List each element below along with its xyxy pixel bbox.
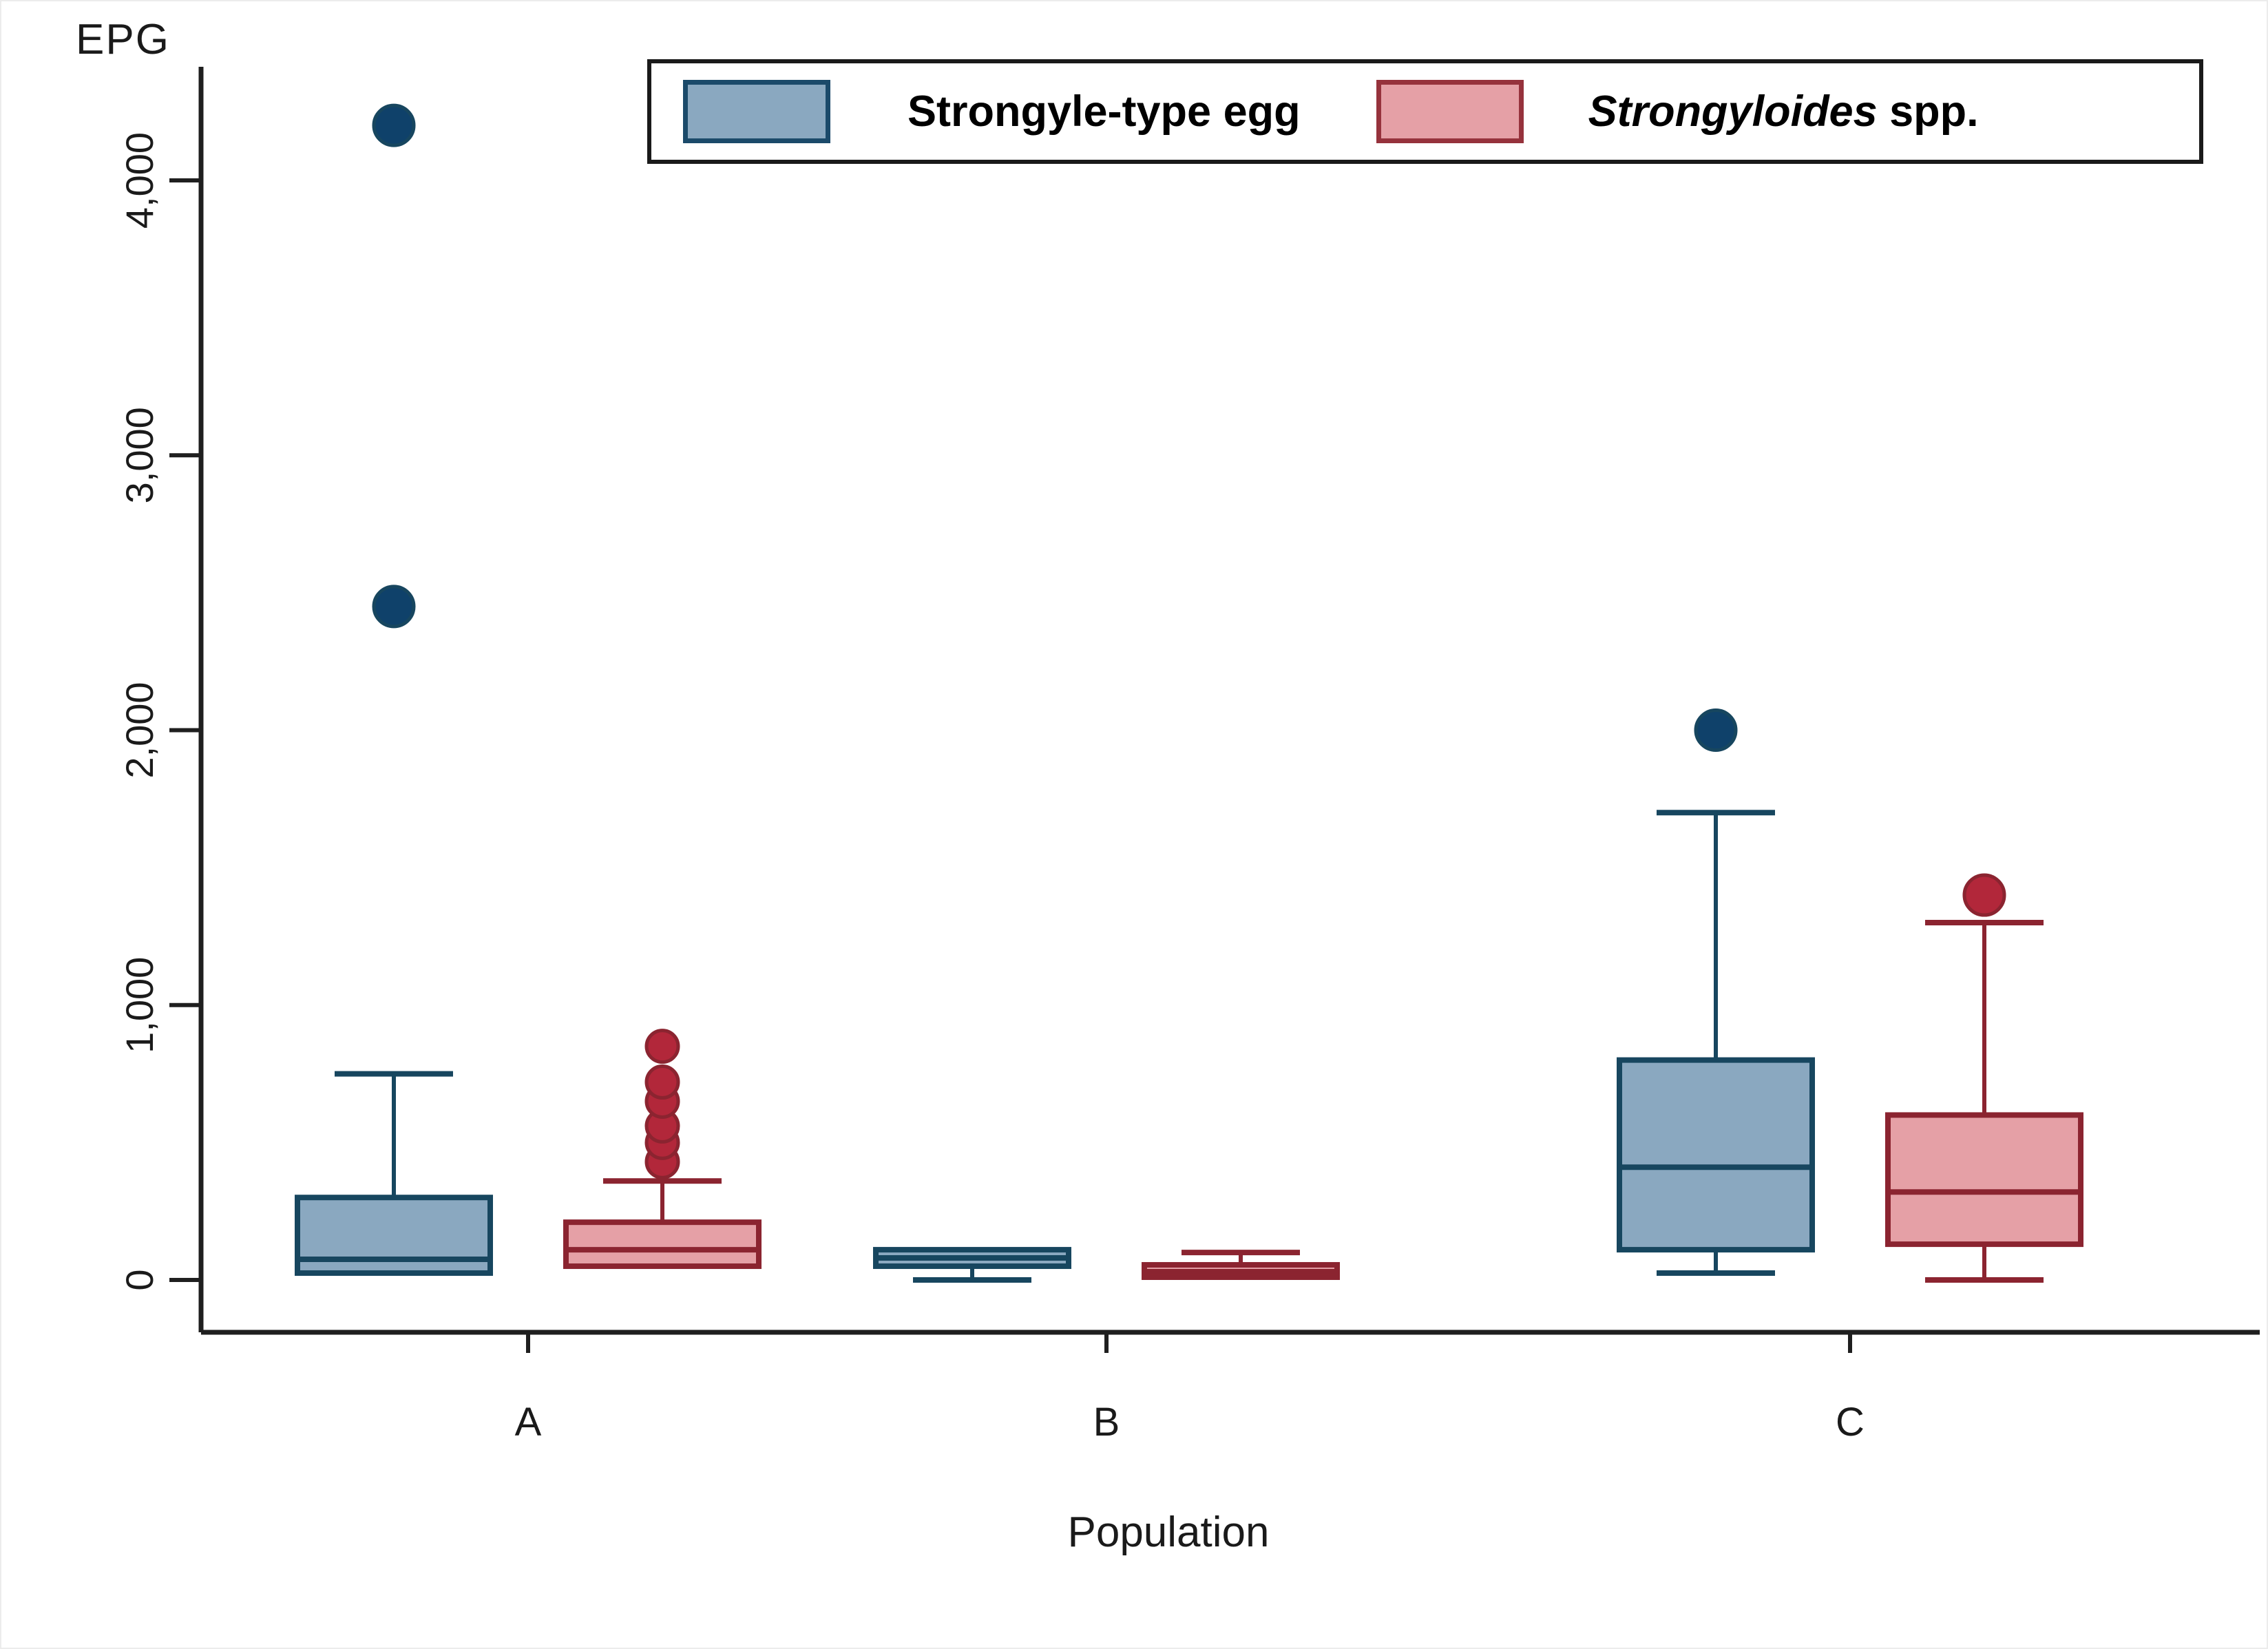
legend-label-strongyloides: Strongyloides spp. xyxy=(1588,87,1979,136)
legend: Strongyle-type egg Strongyloides spp. xyxy=(647,59,2203,164)
y-tick-label-2,000: 2,000 xyxy=(118,682,161,778)
y-tick-label-0: 0 xyxy=(118,1269,161,1290)
legend-label-strongyle: Strongyle-type egg xyxy=(907,87,1301,136)
x-category-label-B: B xyxy=(1093,1400,1120,1445)
legend-label-spp: spp. xyxy=(1877,87,1979,136)
outlier-strongyle-A-4200 xyxy=(372,103,416,147)
x-category-label-C: C xyxy=(1836,1400,1865,1445)
outlier-strongyle-A-2450 xyxy=(372,585,416,629)
y-tick-label-3,000: 3,000 xyxy=(118,407,161,503)
outlier-strongyloides-A-720 xyxy=(644,1064,680,1100)
outlier-strongyloides-C-1400 xyxy=(1962,873,2006,917)
outlier-strongyle-C-2000 xyxy=(1694,708,1738,752)
y-tick-label-4,000: 4,000 xyxy=(118,132,161,229)
box-strongyle-C xyxy=(1617,1057,1815,1253)
y-axis-title: EPG xyxy=(76,16,170,63)
box-strongyloides-C xyxy=(1885,1112,2083,1248)
x-category-label-A: A xyxy=(515,1400,542,1445)
box-strongyloides-A xyxy=(563,1219,762,1270)
y-tick-label-1,000: 1,000 xyxy=(118,957,161,1053)
outlier-strongyloides-A-850 xyxy=(644,1029,680,1064)
legend-swatch-strongyle xyxy=(683,80,830,143)
legend-swatch-strongyloides xyxy=(1376,80,1524,143)
x-axis-title: Population xyxy=(1067,1509,1270,1556)
legend-label-genus: Strongyloides xyxy=(1588,87,1878,136)
